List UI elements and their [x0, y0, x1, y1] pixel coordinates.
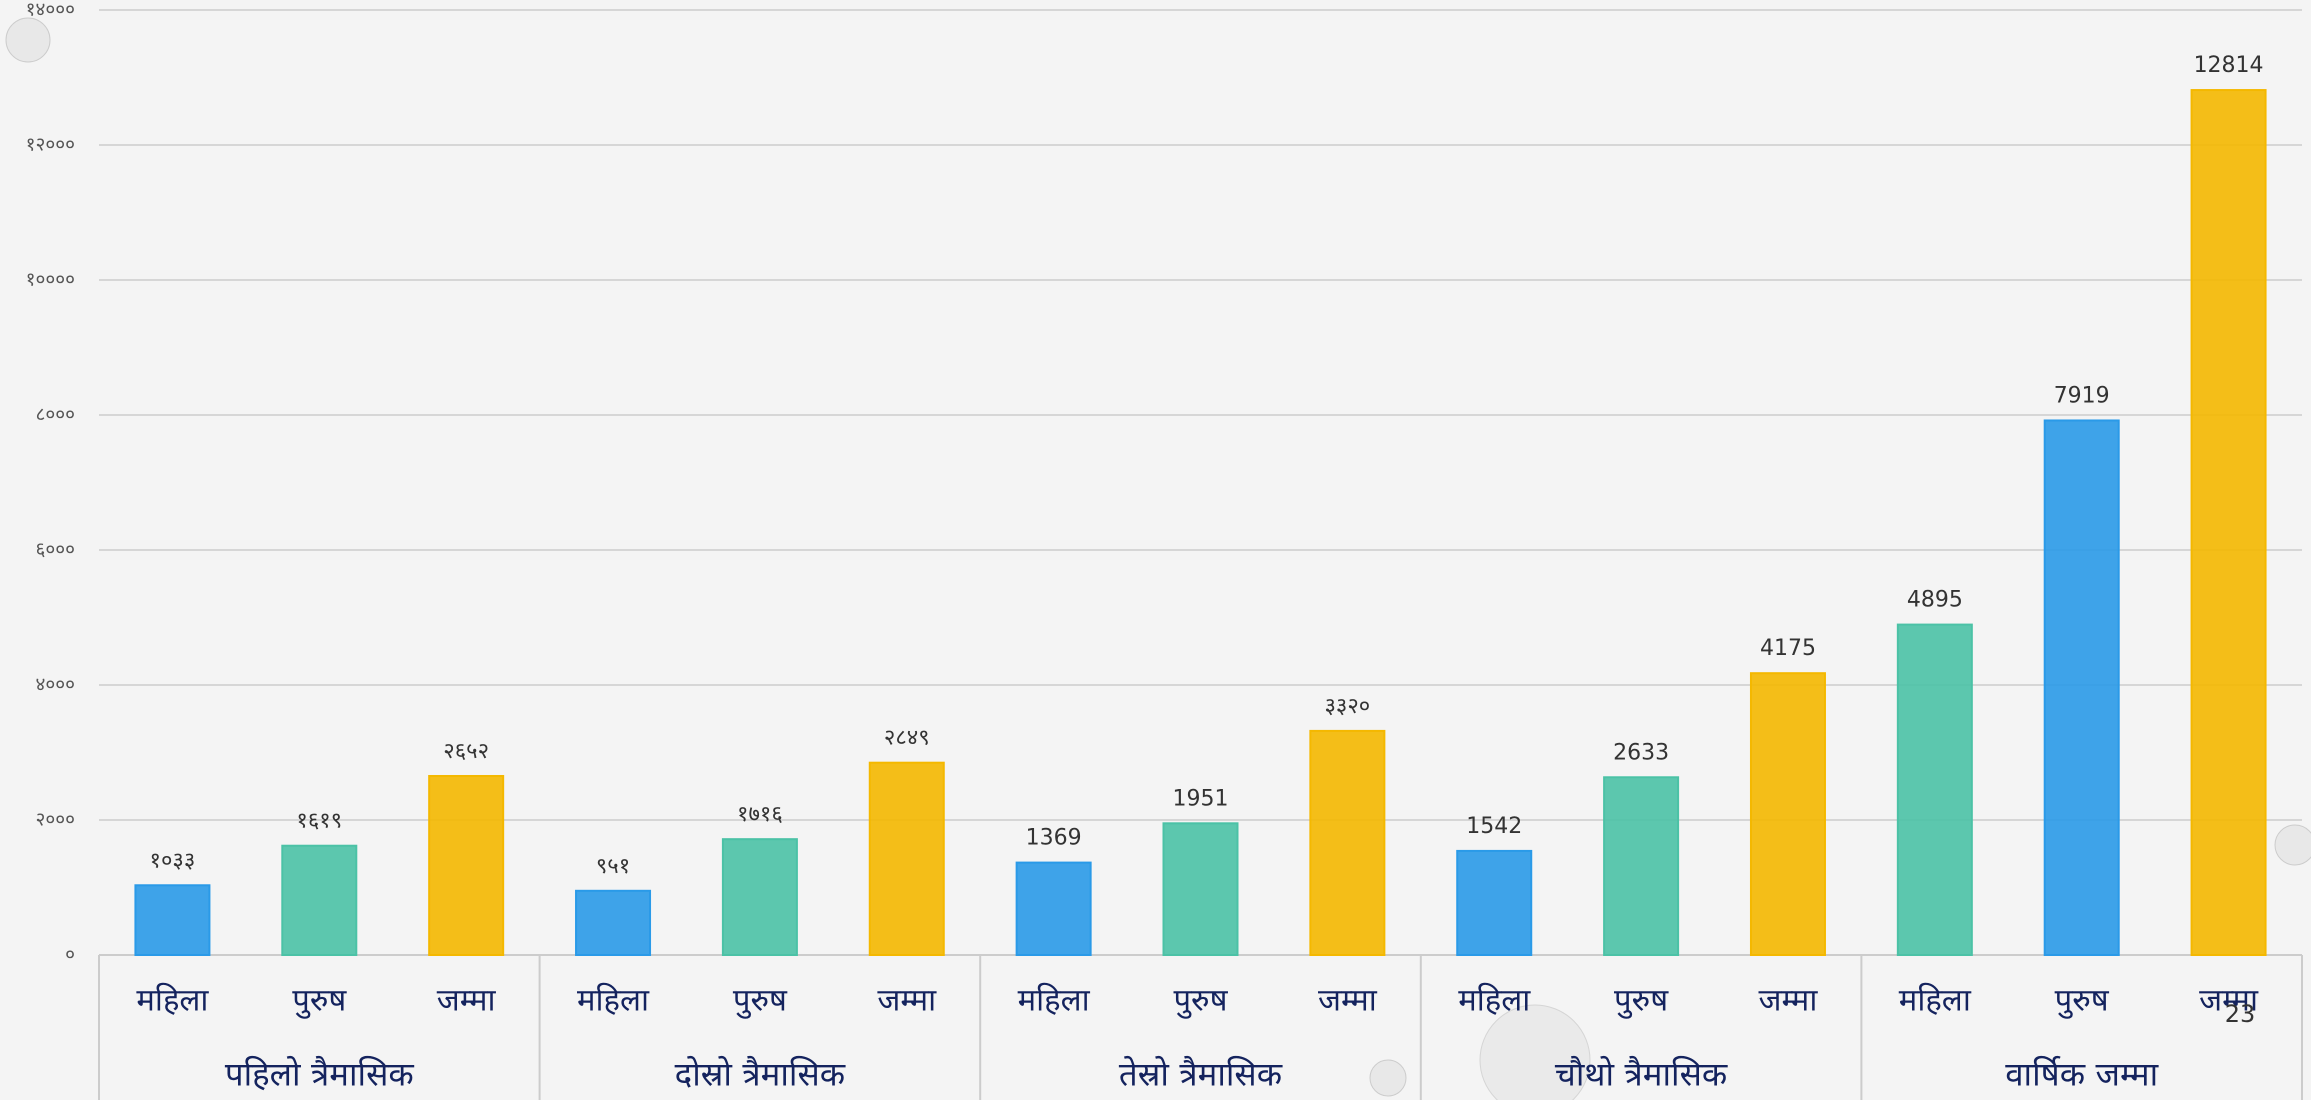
x-tick-label: पुरुष: [733, 983, 788, 1020]
bar: [1162, 822, 1239, 956]
bar: [1603, 776, 1680, 957]
x-tick-label: जम्मा: [877, 983, 937, 1019]
bar: [1456, 849, 1533, 956]
bubble-decoration: [1369, 1059, 1407, 1097]
value-label: १७१६: [737, 802, 783, 827]
x-tick-label: पुरुष: [1173, 983, 1228, 1020]
value-label: ९५१: [596, 854, 630, 879]
value-label: २६५२: [443, 739, 489, 764]
value-label: 4895: [1907, 588, 1963, 613]
x-tick-label: पुरुष: [292, 983, 347, 1020]
y-tick-label: १००००: [26, 269, 75, 291]
bar: [1015, 861, 1092, 957]
group-label: तेस्रो त्रैमासिक: [1119, 1055, 1283, 1094]
bar: [428, 774, 505, 956]
value-label: 7919: [2054, 383, 2110, 408]
x-tick-label: पुरुष: [1614, 983, 1669, 1020]
bar: [721, 838, 798, 956]
x-tick-label: महिला: [1458, 983, 1531, 1019]
value-label: २८४९: [884, 726, 930, 751]
bubble-decoration: [2274, 824, 2311, 866]
bar: [868, 761, 945, 956]
bar: [134, 884, 211, 957]
group-label: वार्षिक जम्मा: [2005, 1055, 2159, 1094]
bar: [2043, 419, 2120, 956]
bar: [1896, 623, 1973, 957]
value-label: १०३३: [150, 848, 196, 873]
page-number: 23: [2225, 1000, 2256, 1028]
x-tick-label: जम्मा: [1318, 983, 1378, 1019]
bubble-decoration: [1479, 1004, 1591, 1100]
value-label: 4175: [1760, 636, 1816, 661]
x-tick-label: महिला: [1899, 983, 1972, 1019]
x-tick-label: जम्मा: [2199, 983, 2259, 1019]
group-label: पहिलो त्रैमासिक: [225, 1055, 415, 1094]
y-tick-label: १२०००: [26, 134, 75, 156]
group-label: दोस्रो त्रैमासिक: [675, 1055, 846, 1094]
value-label: 12814: [2194, 53, 2264, 78]
x-tick-label: पुरुष: [2055, 983, 2110, 1020]
y-tick-label: १४०००: [26, 0, 75, 21]
x-tick-label: महिला: [577, 983, 650, 1019]
value-label: 1542: [1466, 814, 1522, 839]
value-label: 1951: [1173, 786, 1229, 811]
y-tick-label: ४०००: [35, 674, 75, 696]
bubble-decoration: [5, 17, 51, 63]
x-tick-label: जम्मा: [1759, 983, 1819, 1019]
x-tick-label: महिला: [1018, 983, 1091, 1019]
value-label: ३३२०: [1324, 694, 1370, 719]
value-label: १६१९: [296, 809, 342, 834]
y-tick-label: ०: [65, 944, 75, 966]
bar: [575, 889, 652, 956]
value-label: 1369: [1026, 826, 1082, 851]
bar: [1749, 672, 1826, 956]
bar: [2190, 89, 2267, 957]
group-label: चौथो त्रैमासिक: [1555, 1055, 1728, 1094]
y-tick-label: २०००: [35, 809, 75, 831]
y-tick-label: ८०००: [35, 404, 75, 426]
bar: [1309, 729, 1386, 957]
y-tick-label: ६०००: [35, 539, 75, 561]
x-tick-label: जम्मा: [437, 983, 497, 1019]
x-tick-label: महिला: [136, 983, 209, 1019]
bar: [281, 844, 358, 957]
value-label: 2633: [1613, 740, 1669, 765]
